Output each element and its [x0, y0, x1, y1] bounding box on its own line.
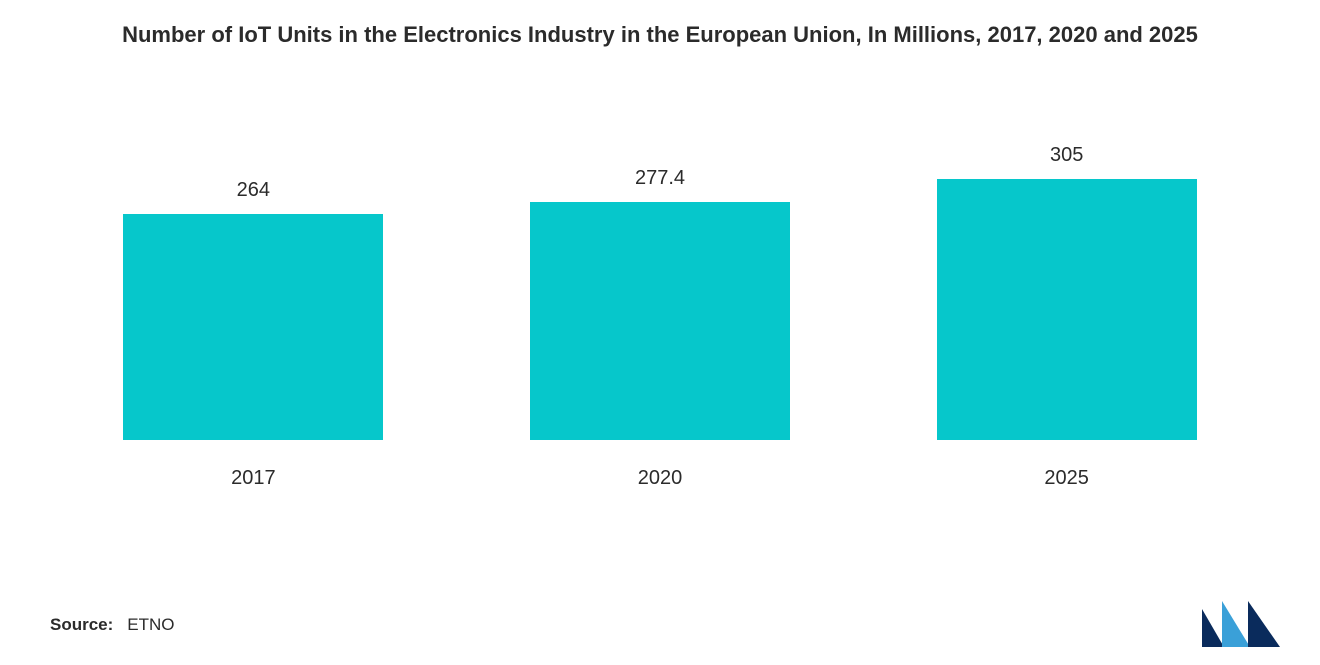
x-axis-label: 2025 [863, 467, 1270, 490]
source-text: ETNO [127, 615, 174, 635]
x-axis-labels: 201720202025 [50, 467, 1270, 490]
chart-title: Number of IoT Units in the Electronics I… [110, 20, 1210, 50]
source-attribution: Source: ETNO [50, 615, 175, 635]
bar-value-label: 277.4 [635, 167, 685, 190]
plot-area: 264 277.4 305 201720202025 [50, 80, 1270, 500]
bar-group: 264 [50, 179, 457, 440]
x-axis-label: 2017 [50, 467, 457, 490]
bar [937, 179, 1197, 440]
bar-group: 305 [863, 144, 1270, 440]
chart-container: Number of IoT Units in the Electronics I… [0, 0, 1320, 665]
bar [123, 214, 383, 440]
brand-logo [1202, 601, 1280, 647]
bar [530, 202, 790, 440]
source-label: Source: [50, 615, 113, 635]
x-axis-label: 2020 [457, 467, 864, 490]
bar-value-label: 264 [237, 179, 270, 202]
bars-row: 264 277.4 305 [50, 140, 1270, 440]
bar-group: 277.4 [457, 167, 864, 440]
logo-icon [1202, 601, 1280, 647]
bar-value-label: 305 [1050, 144, 1083, 167]
